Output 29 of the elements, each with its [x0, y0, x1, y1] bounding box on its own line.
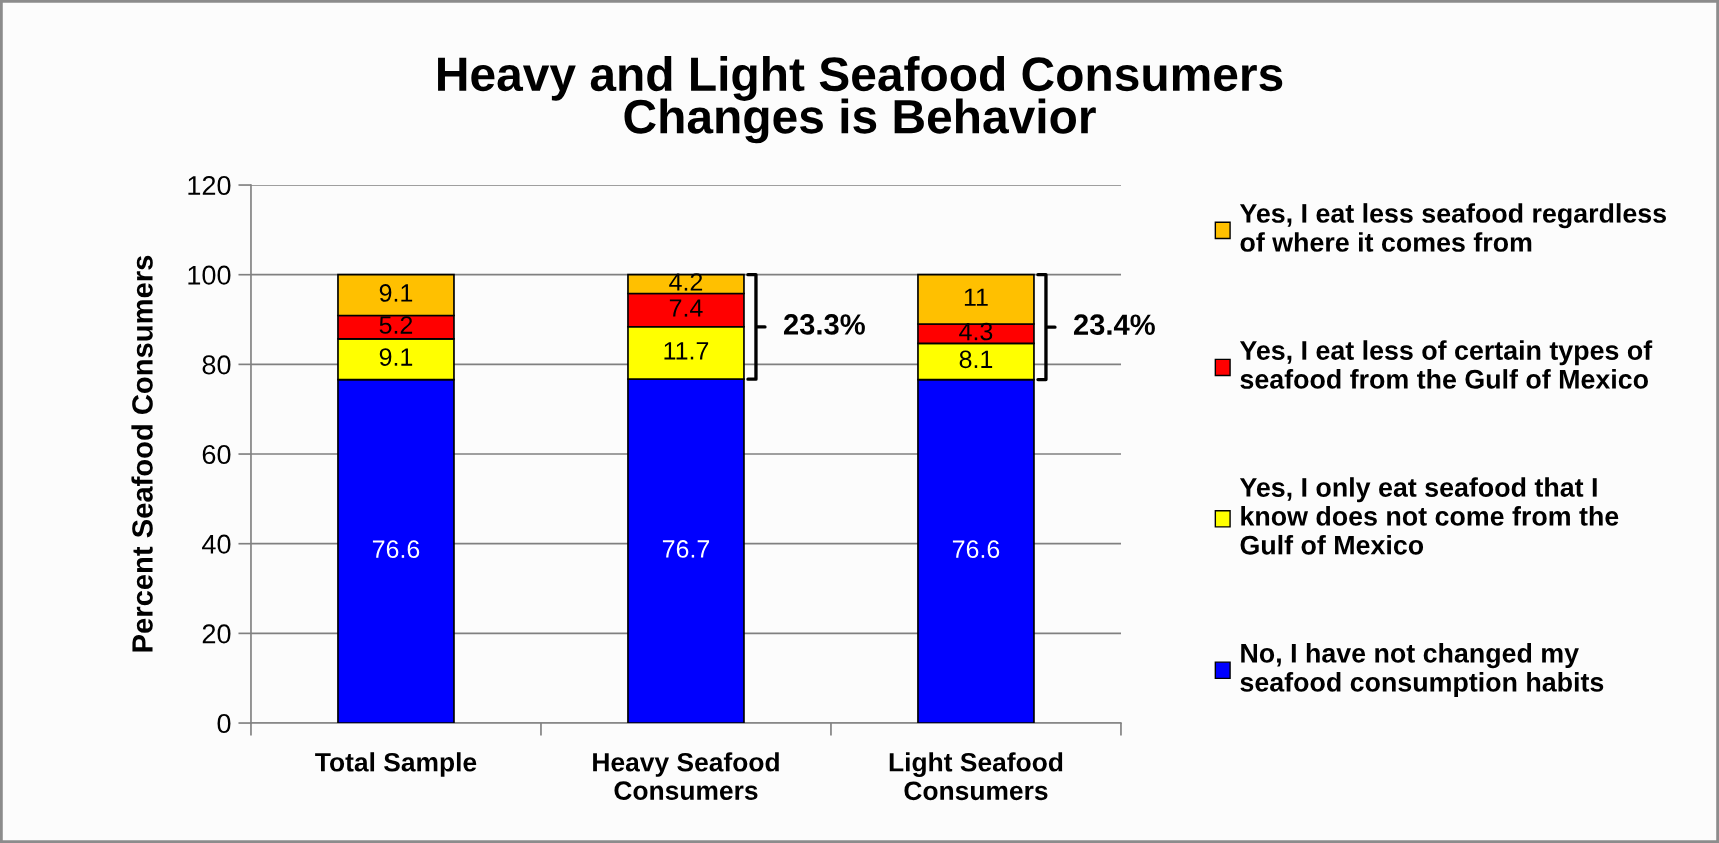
y-tick-label: 60: [202, 444, 231, 465]
data-label: 76.7: [662, 540, 710, 558]
y-tick-label: 40: [202, 534, 231, 554]
data-label: 4.3: [959, 322, 993, 341]
annotation: 23.4%: [1073, 314, 1155, 336]
y-tick-label: 0: [217, 713, 231, 734]
y-tick-label: 100: [188, 265, 231, 285]
x-tick-label: Light Seafood Consumers: [889, 752, 1063, 801]
chart-title: Heavy and Light Seafood Consumers Changes is Behavior: [438, 56, 1283, 144]
data-label: 9.1: [379, 348, 413, 366]
legend-label: No, I have not changed my seafood consumption habits: [1240, 643, 1604, 698]
annotation: 23.3%: [783, 314, 865, 335]
data-label: 8.1: [959, 350, 993, 369]
data-label: 7.4: [669, 299, 703, 317]
y-tick-label: 120: [188, 175, 231, 196]
y-tick-label: 80: [202, 355, 231, 375]
y-axis-title: Percent Seafood Consumers: [131, 255, 153, 652]
y-tick-label: 20: [202, 624, 231, 644]
data-label: 9.1: [379, 284, 413, 302]
legend-label: Yes, I eat less seafood regardless of where it comes from: [1239, 203, 1666, 252]
x-tick-label: Heavy Seafood Consumers: [593, 752, 779, 801]
data-label: 76.6: [952, 540, 1000, 559]
data-label: 76.6: [372, 540, 420, 559]
legend-label: Yes, I eat less of certain types of seafood from the Gulf of Mexico: [1239, 340, 1653, 389]
legend-label: Yes, I only eat seafood that I know does not come from the Gulf of Mexico: [1239, 477, 1619, 555]
data-label: 11.7: [664, 342, 709, 360]
x-tick-label: Total Sample: [315, 752, 477, 777]
data-label: 11: [964, 288, 988, 306]
data-label: 5.2: [379, 316, 413, 334]
